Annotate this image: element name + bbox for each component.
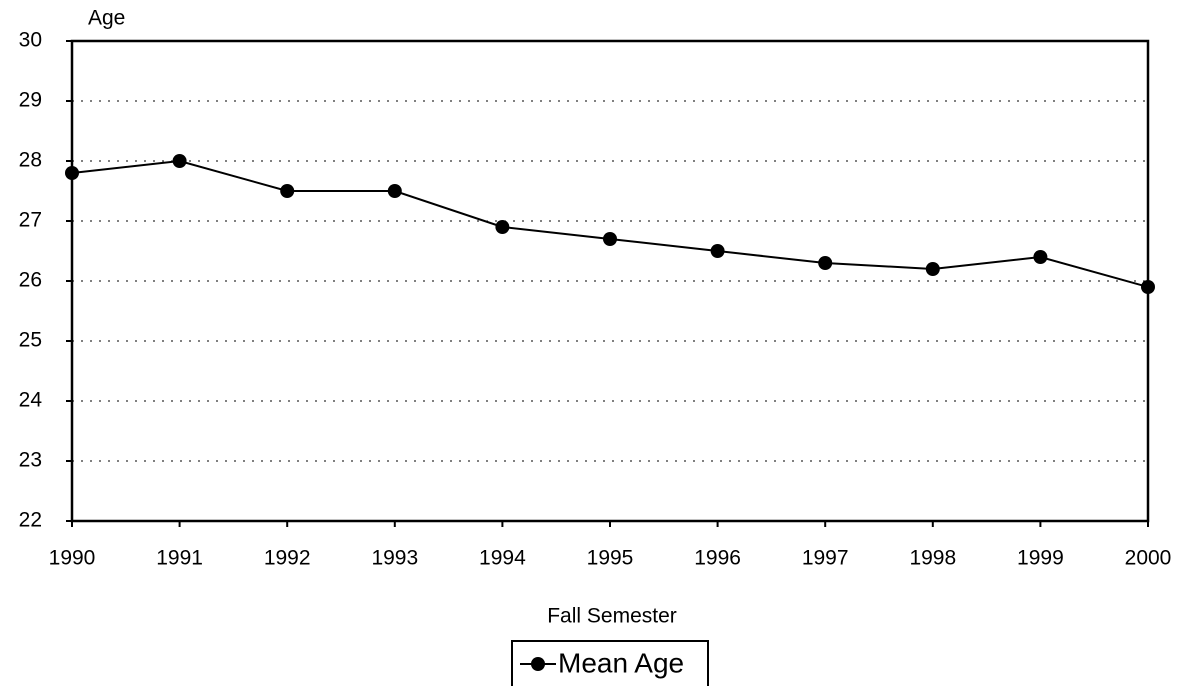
data-point (387, 184, 402, 198)
x-tick-label: 1990 (49, 547, 96, 570)
legend-label: Mean Age (558, 647, 684, 678)
x-tick-label: 1999 (1017, 547, 1064, 570)
x-tick-label: 2000 (1125, 547, 1172, 570)
data-point (1033, 250, 1048, 264)
y-tick-label: 25 (19, 329, 42, 352)
data-line (71, 159, 1149, 288)
y-tick-label: 27 (19, 209, 42, 232)
x-tick-label: 1997 (802, 547, 849, 570)
y-tick-label: 23 (19, 449, 42, 472)
data-point (172, 154, 187, 168)
data-point (65, 166, 79, 180)
x-tick-label: 1995 (587, 547, 634, 570)
y-tick-label: 26 (19, 269, 42, 292)
x-tick-label: 1993 (371, 547, 418, 570)
y-tick-label: 28 (19, 149, 42, 172)
data-point (925, 262, 940, 276)
x-tick-label: 1996 (694, 547, 741, 570)
y-tick-label: 24 (19, 389, 43, 412)
data-point (710, 244, 725, 258)
x-tick-label: 1994 (479, 547, 526, 570)
data-point (280, 184, 295, 198)
y-axis-label: Age (88, 7, 125, 30)
y-tick-label: 22 (19, 509, 42, 532)
data-point (818, 256, 833, 270)
x-tick-label: 1991 (156, 547, 203, 570)
data-point (495, 220, 510, 234)
x-tick-label: 1992 (264, 547, 311, 570)
x-axis-label: Fall Semester (547, 605, 677, 628)
y-tick-label: 29 (19, 89, 42, 112)
y-tick-label: 30 (19, 29, 42, 52)
plot-frame (70, 39, 1150, 523)
x-tick-label: 1998 (909, 547, 956, 570)
data-point (603, 232, 617, 246)
data-point (1141, 280, 1155, 294)
legend-marker (531, 657, 545, 671)
